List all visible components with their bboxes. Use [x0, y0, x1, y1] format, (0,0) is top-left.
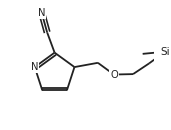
- Text: Si: Si: [160, 47, 170, 57]
- Text: O: O: [110, 70, 118, 80]
- Text: N: N: [38, 8, 45, 18]
- Text: N: N: [31, 62, 38, 72]
